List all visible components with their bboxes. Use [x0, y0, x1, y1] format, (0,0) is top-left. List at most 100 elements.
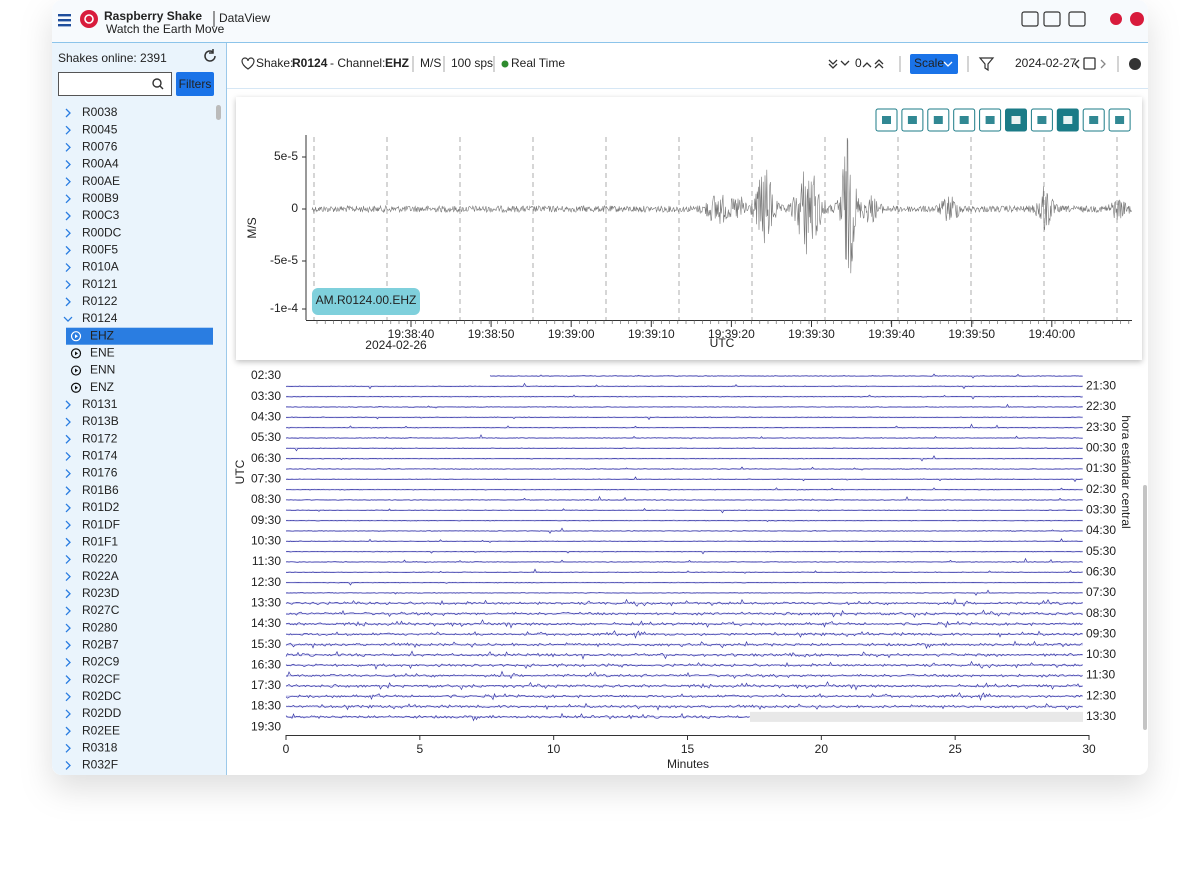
station-item[interactable]: R023D: [82, 586, 120, 600]
channel-item[interactable]: ENN: [90, 363, 115, 377]
date: 2024-02-27: [1015, 56, 1077, 70]
calendar-icon[interactable]: [1083, 57, 1096, 70]
chevron: [65, 228, 71, 238]
station-item[interactable]: R0172: [82, 431, 118, 445]
station-item[interactable]: R01DF: [82, 517, 120, 531]
heli-trace: [285, 630, 1083, 639]
scale-label[interactable]: Scale: [914, 56, 944, 70]
heli-trace: [286, 495, 1083, 501]
right-time-label: 13:30: [1086, 709, 1116, 723]
left-time-label: 05:30: [251, 430, 281, 444]
plot-tool-icon: [1089, 116, 1099, 124]
heli-trace: [285, 394, 1083, 400]
station-item[interactable]: R0124: [82, 311, 118, 325]
station-item[interactable]: R00DC: [82, 225, 122, 239]
station-item[interactable]: R02C9: [82, 655, 120, 669]
x-tick-label: 19:40:00: [1028, 327, 1075, 341]
plot-tool-icon: [1037, 116, 1047, 124]
station-item[interactable]: R02CF: [82, 672, 120, 686]
up-icons[interactable]: [862, 59, 884, 69]
channel-item[interactable]: ENE: [90, 346, 115, 360]
channel-item[interactable]: ENZ: [90, 380, 114, 394]
content-scrollbar: [1143, 485, 1147, 730]
station-item[interactable]: R032F: [82, 758, 118, 772]
x-tick-label: 19:39:20: [708, 327, 755, 341]
station-item[interactable]: R00A4: [82, 157, 119, 171]
heart-icon[interactable]: [241, 57, 255, 70]
right-time-label: 11:30: [1086, 668, 1115, 682]
station-item[interactable]: R0176: [82, 466, 118, 480]
station-item[interactable]: R0121: [82, 277, 118, 291]
filter-icon[interactable]: [978, 57, 995, 72]
station-item[interactable]: R00B9: [82, 191, 119, 205]
station-item[interactable]: R01B6: [82, 483, 119, 497]
brand: Raspberry Shake: [104, 9, 202, 23]
station-item[interactable]: R00C3: [82, 208, 120, 222]
y-tick-label: -1e-4: [270, 301, 298, 315]
station-item[interactable]: R0076: [82, 140, 118, 154]
station-item[interactable]: R0122: [82, 294, 118, 308]
right-time-label: 12:30: [1086, 688, 1116, 702]
station-item[interactable]: R0038: [82, 105, 118, 119]
station-item[interactable]: R0318: [82, 740, 118, 754]
next-day[interactable]: [1100, 59, 1106, 69]
play-icon-triangle: [75, 368, 78, 373]
station-item[interactable]: R02DD: [82, 706, 122, 720]
station-item[interactable]: R0045: [82, 122, 118, 136]
chevron: [65, 520, 71, 530]
station-item[interactable]: R02B7: [82, 637, 119, 651]
menu-icon-bar[interactable]: [58, 19, 71, 22]
channel-item[interactable]: EHZ: [90, 328, 114, 342]
heli-trace: [285, 619, 1083, 629]
heli-trace: [285, 527, 1083, 534]
station-item[interactable]: R00F5: [82, 243, 118, 257]
chevron: [65, 675, 71, 685]
station-item[interactable]: R022A: [82, 569, 119, 583]
play-icon-triangle: [75, 351, 78, 356]
left-time-label: 03:30: [251, 389, 281, 403]
settings-icon[interactable]: [1110, 13, 1122, 25]
trace-name: AM.R0124.00.EHZ: [316, 293, 417, 307]
station-item[interactable]: R010A: [82, 260, 119, 274]
station-item[interactable]: R013B: [82, 414, 119, 428]
station-item[interactable]: R027C: [82, 603, 120, 617]
help-icon[interactable]: [1130, 12, 1144, 26]
down-icons[interactable]: [828, 59, 850, 69]
header-icon[interactable]: [1043, 11, 1061, 27]
menu-icon-bar[interactable]: [58, 24, 71, 27]
station-item[interactable]: R0280: [82, 620, 118, 634]
scale-button[interactable]: [910, 54, 958, 74]
x-tick-label: 19:39:40: [868, 327, 915, 341]
station-item[interactable]: R0174: [82, 449, 118, 463]
station-item[interactable]: R0131: [82, 397, 118, 411]
heli-trace: [285, 557, 1083, 563]
chevron: [65, 537, 71, 547]
search-box[interactable]: [58, 72, 172, 96]
right-axis-label: hora estándar central: [1119, 415, 1133, 528]
station-item[interactable]: R0220: [82, 552, 118, 566]
chevron: [65, 469, 71, 479]
refresh-icon[interactable]: [204, 49, 216, 62]
filters-label[interactable]: Filters: [179, 77, 212, 91]
channel: EHZ: [385, 56, 409, 70]
filters-button[interactable]: [176, 72, 214, 96]
header-icon[interactable]: [1021, 11, 1039, 27]
prev-day[interactable]: [1074, 59, 1080, 69]
right-time-label: 00:30: [1086, 440, 1116, 454]
heli-trace: [285, 434, 1083, 440]
heli-trace: [285, 476, 1083, 483]
heli-trace: [285, 403, 1083, 409]
header-icon[interactable]: [1068, 11, 1086, 27]
play-icon-triangle: [75, 334, 78, 339]
station-item[interactable]: R02DC: [82, 689, 122, 703]
station-item[interactable]: R02EE: [82, 723, 120, 737]
station-item[interactable]: R00AE: [82, 174, 120, 188]
menu-icon-bar[interactable]: [58, 14, 71, 17]
chevron: [65, 177, 71, 187]
station-item[interactable]: R01F1: [82, 534, 118, 548]
chevron: [65, 263, 71, 272]
station-item[interactable]: R01D2: [82, 500, 120, 514]
globe-icon[interactable]: [1129, 58, 1141, 70]
